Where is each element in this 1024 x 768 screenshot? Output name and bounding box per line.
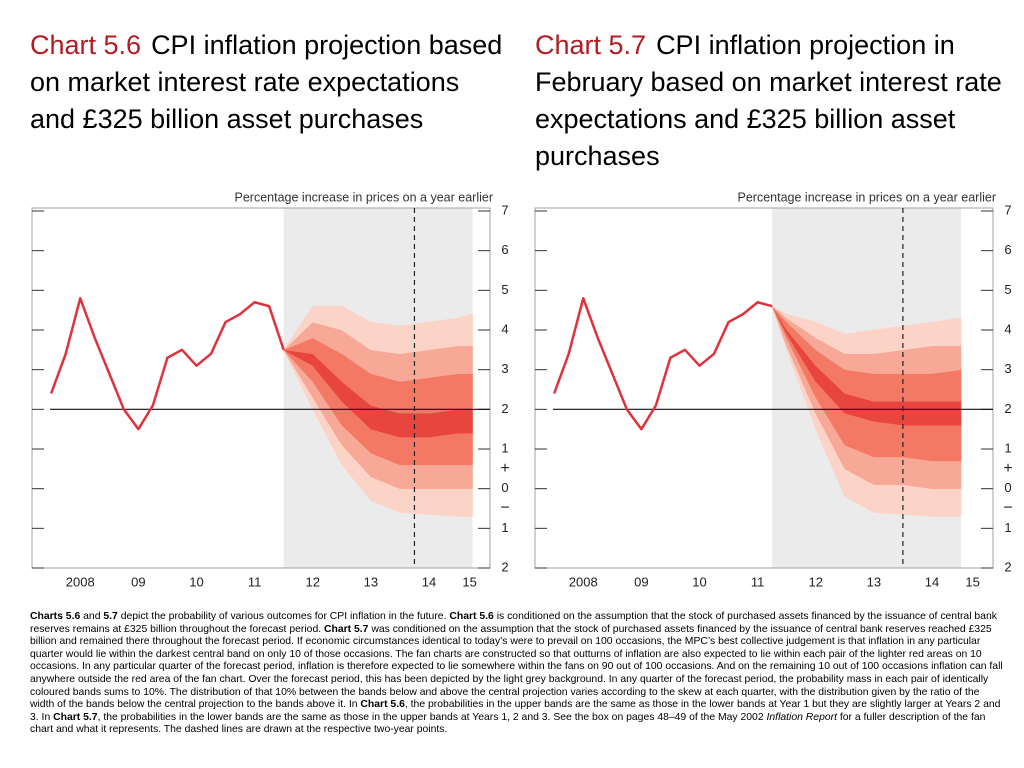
x-tick-label: 15 — [965, 574, 979, 589]
footnote-text: , the probabilities in the upper bands a… — [30, 699, 1001, 723]
x-tick-label: 13 — [867, 574, 881, 589]
x-tick-label: 14 — [422, 574, 436, 589]
axis-label: Percentage increase in prices on a year … — [738, 190, 996, 204]
footnote-text: and — [80, 611, 104, 622]
y-tick-label: 2 — [1004, 559, 1011, 574]
y-tick-label: 4 — [501, 321, 508, 336]
chart-title: Chart 5.7 CPI inflation projection in Feb… — [535, 27, 1010, 175]
chart-number: Chart 5.7 — [535, 30, 647, 60]
x-tick-label: 09 — [131, 574, 145, 589]
title-text: CPI inflation projection based on market… — [30, 30, 503, 134]
chart-number: Chart 5.6 — [30, 30, 142, 60]
y-tick-label: 5 — [1004, 282, 1011, 297]
x-tick-label: 10 — [189, 574, 203, 589]
fan-band — [771, 305, 962, 355]
y-tick-label: 3 — [1004, 361, 1011, 376]
y-tick-label: 5 — [501, 282, 508, 297]
x-tick-label: 12 — [808, 574, 822, 589]
y-tick-label: 6 — [501, 242, 508, 257]
x-tick-label: 15 — [462, 574, 476, 589]
axis-label: Percentage increase in prices on a year … — [235, 190, 493, 204]
x-tick-label: 11 — [751, 574, 765, 589]
x-tick-label: 09 — [634, 574, 648, 589]
y-tick-label: 1 — [501, 520, 508, 535]
y-tick-label: 3 — [501, 361, 508, 376]
y-tick-label: 7 — [1004, 202, 1011, 217]
footnote-text: is conditioned on the assumption that th… — [30, 611, 997, 635]
y-tick-label: 7 — [501, 202, 508, 217]
y-tick-label: 6 — [1004, 242, 1011, 257]
sign-label: − — [1003, 500, 1012, 517]
y-tick-label: 0 — [1004, 480, 1011, 495]
footnote-bold: Chart 5.7 — [53, 711, 98, 723]
y-tick-label: 2 — [1004, 401, 1011, 416]
y-tick-label: 1 — [1004, 520, 1011, 535]
cpi-line — [553, 297, 773, 431]
cpi-line — [50, 297, 285, 431]
fan-band — [283, 305, 473, 355]
y-tick-label: 2 — [501, 559, 508, 574]
footnote-text: for a fuller description of the fan char… — [30, 711, 986, 736]
footnote: Charts 5.6 and 5.7 depict the probabilit… — [30, 611, 1005, 737]
x-tick-label: 11 — [248, 574, 262, 589]
footnote-bold: Chart 5.7 — [324, 623, 369, 635]
sign-label: + — [500, 460, 509, 477]
footnote-bold: Charts 5.6 — [30, 611, 81, 622]
footnote-bold: 5.7 — [103, 611, 118, 622]
footnote-italic: Inflation Report — [766, 711, 837, 723]
plot-frame — [534, 207, 994, 569]
plot-frame — [31, 207, 491, 569]
x-tick-label: 2008 — [569, 574, 598, 589]
y-tick-label: 4 — [1004, 321, 1011, 336]
chart-title: Chart 5.6 CPI inflation projection based … — [30, 27, 505, 138]
sign-label: + — [1003, 460, 1012, 477]
y-tick-label: 1 — [1004, 440, 1011, 455]
y-tick-label: 0 — [501, 480, 508, 495]
footnote-text: depict the probability of various outcom… — [117, 611, 450, 622]
title-text: CPI inflation projection in February bas… — [535, 30, 1002, 171]
y-tick-label: 2 — [501, 401, 508, 416]
x-tick-label: 10 — [692, 574, 706, 589]
footnote-text: , the probabilities in the lower bands a… — [97, 711, 767, 723]
footnote-bold: Chart 5.6 — [360, 699, 405, 711]
x-tick-label: 2008 — [66, 574, 95, 589]
y-tick-label: 1 — [501, 440, 508, 455]
sign-label: − — [500, 500, 509, 517]
footnote-bold: Chart 5.6 — [449, 611, 494, 622]
x-tick-label: 14 — [925, 574, 939, 589]
x-tick-label: 12 — [305, 574, 319, 589]
footnote-text: was conditioned on the assumption that t… — [30, 623, 1003, 711]
x-tick-label: 13 — [364, 574, 378, 589]
